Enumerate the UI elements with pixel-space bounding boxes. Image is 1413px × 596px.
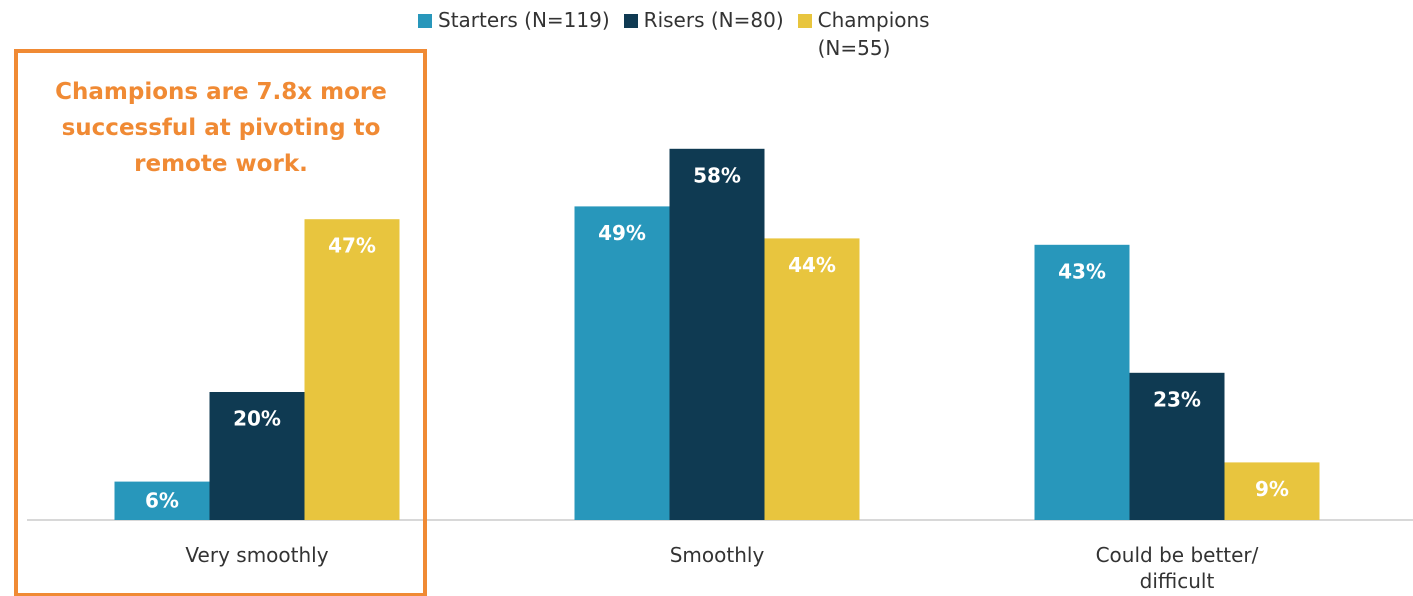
bar — [1224, 462, 1320, 520]
data-label: 43% — [1058, 259, 1106, 283]
bar — [114, 481, 210, 520]
legend-label: Starters (N=119) — [438, 8, 610, 32]
highlight-box — [14, 49, 427, 596]
legend-label: Champions (N=55) — [817, 8, 930, 60]
data-label: 20% — [233, 407, 281, 431]
data-label: 58% — [693, 163, 741, 187]
bar — [669, 148, 765, 521]
bar — [764, 238, 860, 520]
bar — [1034, 244, 1130, 521]
annotation: Champions are 7.8x more successful at pi… — [55, 79, 387, 177]
data-label: 47% — [328, 234, 376, 258]
data-label: 49% — [598, 221, 646, 245]
data-label: 6% — [145, 489, 179, 513]
bar — [1129, 372, 1225, 520]
legend-item: Champions (N=55) — [797, 6, 933, 62]
data-label: 23% — [1153, 387, 1201, 411]
legend-swatch — [418, 14, 432, 28]
legend-label: Risers (N=80) — [643, 8, 784, 32]
x-tick-label: Could be better/ difficult — [1095, 543, 1259, 593]
legend-item: Risers (N=80) — [623, 6, 784, 34]
bar — [304, 219, 400, 520]
legend: Starters (N=119) Risers (N=80) Champions (… — [418, 6, 933, 62]
legend-swatch — [623, 14, 638, 28]
x-tick-label: Very smoothly — [185, 543, 329, 567]
data-label: 9% — [1255, 477, 1289, 501]
bar — [209, 392, 305, 520]
legend-swatch — [797, 14, 812, 28]
legend-item: Starters (N=119) — [418, 6, 610, 34]
bar — [574, 206, 670, 520]
data-label: 44% — [788, 253, 836, 277]
x-tick-label: Smoothly — [669, 543, 765, 567]
